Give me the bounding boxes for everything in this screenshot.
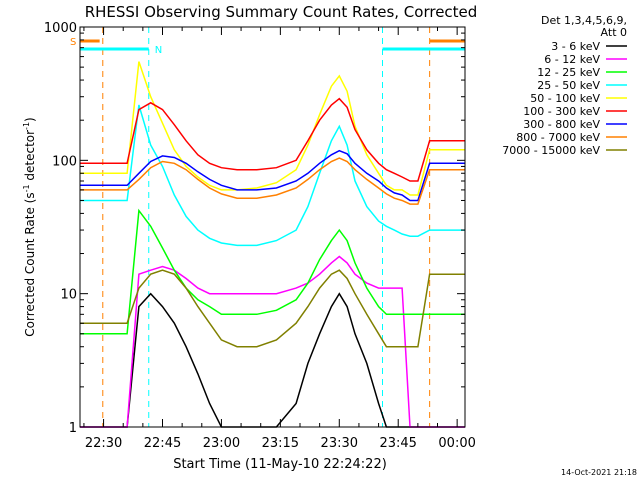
- series-line-3: [80, 104, 465, 247]
- x-tick-label: 23:15: [262, 436, 299, 451]
- series-line-5: [80, 97, 465, 182]
- y-tick-label: 100: [52, 154, 77, 169]
- x-tick-label: 22:45: [144, 436, 181, 451]
- legend-label: 6 - 12 keV: [544, 53, 600, 66]
- x-tick-label: 23:00: [203, 436, 240, 451]
- legend-label: 12 - 25 keV: [537, 66, 600, 79]
- series-line-1: [80, 255, 465, 428]
- plot-area: SN: [70, 27, 466, 428]
- y-axis-label-main: Corrected Count Rate (s: [23, 192, 37, 336]
- x-tick-label: 22:30: [85, 436, 122, 451]
- y-axis: 1 10 100 1000: [44, 21, 465, 436]
- legend-header: Att 0: [601, 26, 627, 39]
- series-line-4: [80, 61, 465, 196]
- series-line-2: [80, 208, 465, 335]
- x-tick-label: 00:00: [438, 436, 475, 451]
- legend-label: 7000 - 15000 keV: [502, 144, 600, 157]
- y-axis-label-exp1: -1: [22, 184, 31, 192]
- chart-title: RHESSI Observing Summary Count Rates, Co…: [85, 3, 478, 21]
- plot-frame: [79, 26, 466, 428]
- y-axis-label-exp2: -1: [22, 122, 31, 130]
- series-line-6: [80, 149, 465, 202]
- series-line-8: [80, 269, 465, 348]
- flag-label-s: S: [70, 37, 76, 48]
- legend-label: 25 - 50 keV: [537, 79, 600, 92]
- x-axis: 22:30 22:45 23:00 23:15 23:30 23:45 00:00: [83, 27, 476, 451]
- legend-header: Det 1,3,4,5,6,9,: [541, 14, 627, 27]
- flag-label-n: N: [155, 45, 162, 56]
- y-tick-label: 10: [60, 288, 77, 303]
- x-tick-label: 23:30: [321, 436, 358, 451]
- y-axis-label-mid: detector: [23, 130, 37, 185]
- legend-label: 800 - 7000 keV: [516, 131, 600, 144]
- legend-label: 100 - 300 keV: [523, 105, 600, 118]
- x-axis-label: Start Time (11-May-10 22:24:22): [173, 457, 387, 472]
- date-stamp: 14-Oct-2021 21:18: [561, 468, 637, 477]
- y-tick-label: 1000: [44, 21, 77, 36]
- y-axis-label-end: ): [23, 117, 37, 122]
- legend-label: 50 - 100 keV: [530, 92, 600, 105]
- y-axis-label: Corrected Count Rate (s-1 detector-1): [22, 117, 37, 336]
- y-tick-label: 1: [69, 421, 77, 436]
- x-tick-label: 23:45: [379, 436, 416, 451]
- legend-label: 3 - 6 keV: [551, 40, 600, 53]
- series-line-7: [80, 157, 465, 205]
- legend-label: 300 - 800 keV: [523, 118, 600, 131]
